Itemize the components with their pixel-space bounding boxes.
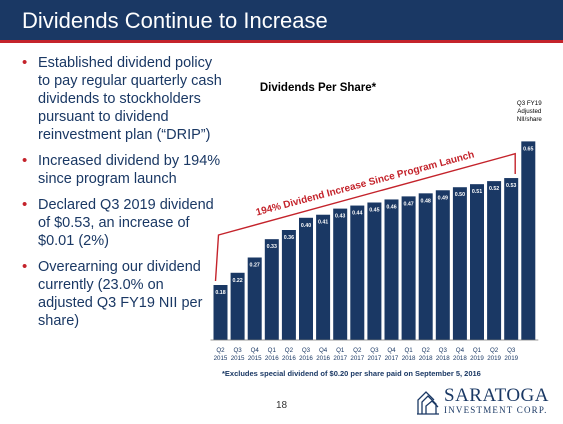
bar-data-label: 0.40 — [301, 223, 311, 229]
x-tick-label-year: 2016 — [316, 355, 330, 362]
x-tick-label-quarter: Q2 — [353, 347, 362, 354]
extra-bar-label: Adjusted — [517, 108, 542, 115]
x-tick-label-quarter: Q3 — [302, 347, 311, 354]
bar — [281, 230, 296, 340]
bar — [435, 190, 450, 340]
x-tick-label-year: 2018 — [402, 355, 416, 362]
x-tick-label-year: 2016 — [265, 355, 279, 362]
page-number: 18 — [276, 400, 288, 411]
x-tick-label-quarter: Q2 — [422, 347, 431, 354]
bar-data-label: 0.48 — [421, 198, 431, 204]
x-tick-label-quarter: Q4 — [387, 347, 396, 354]
bar-data-label: 0.50 — [455, 192, 465, 198]
bar — [213, 285, 228, 340]
x-tick-label-year: 2017 — [350, 355, 364, 362]
bar — [521, 141, 536, 340]
x-tick-label-quarter: Q1 — [404, 347, 413, 354]
x-tick-label-quarter: Q1 — [336, 347, 345, 354]
bar-data-label: 0.33 — [267, 244, 277, 250]
x-tick-label-quarter: Q1 — [268, 347, 277, 354]
bar — [333, 208, 348, 340]
growth-annotation-line — [214, 152, 516, 282]
bar-data-label: 0.22 — [232, 278, 242, 284]
bar-data-label: 0.36 — [284, 235, 294, 241]
chart-title: Dividends Per Share* — [260, 82, 377, 94]
bullet-item: Established dividend policy to pay regul… — [22, 54, 222, 144]
slide-title: Dividends Continue to Increase — [22, 8, 328, 33]
x-tick-label-quarter: Q3 — [370, 347, 379, 354]
bar-data-label: 0.47 — [403, 201, 413, 207]
bullet-item: Increased dividend by 194% since program… — [22, 152, 222, 188]
bar — [384, 199, 399, 340]
bar-data-label: 0.41 — [318, 220, 328, 226]
x-tick-label-quarter: Q3 — [507, 347, 516, 354]
bar — [418, 193, 433, 340]
bullet-item: Declared Q3 2019 dividend of $0.53, an i… — [22, 196, 222, 250]
x-tick-label-year: 2015 — [214, 355, 228, 362]
x-tick-label-quarter: Q2 — [490, 347, 499, 354]
x-tick-label-year: 2017 — [333, 355, 347, 362]
x-tick-label-year: 2018 — [453, 355, 467, 362]
bar — [350, 205, 365, 340]
bullet-item: Overearning our dividend currently (23.0… — [22, 258, 222, 330]
x-tick-label-year: 2017 — [368, 355, 382, 362]
x-tick-label-quarter: Q2 — [285, 347, 294, 354]
bar — [230, 272, 245, 340]
logo-name: SARATOGA — [444, 385, 550, 406]
x-tick-label-year: 2018 — [436, 355, 450, 362]
bar — [504, 178, 519, 340]
x-tick-label-year: 2019 — [504, 355, 518, 362]
bar — [247, 257, 262, 340]
bar-data-label: 0.43 — [335, 214, 345, 220]
x-tick-label-year: 2016 — [299, 355, 313, 362]
extra-bar-label: Q3 FY19 — [517, 100, 542, 107]
bar-data-label: 0.65 — [523, 146, 533, 152]
x-tick-label-year: 2016 — [282, 355, 296, 362]
extra-bar-label: NII/share — [517, 116, 543, 123]
x-tick-label-quarter: Q3 — [233, 347, 242, 354]
bar — [470, 184, 484, 340]
bar-data-label: 0.52 — [489, 186, 499, 192]
x-tick-label-year: 2015 — [248, 355, 262, 362]
bar-data-label: 0.18 — [215, 290, 225, 296]
x-tick-label-year: 2017 — [385, 355, 399, 362]
bar-data-label: 0.44 — [352, 211, 362, 217]
footnote: *Excludes special dividend of $0.20 per … — [222, 369, 481, 378]
bar — [299, 217, 313, 340]
logo-subtitle: INVESTMENT CORP. — [444, 405, 548, 415]
bar — [487, 181, 502, 340]
x-tick-label-quarter: Q4 — [251, 347, 260, 354]
saratoga-logo-icon — [417, 391, 439, 415]
x-tick-label-year: 2019 — [470, 355, 484, 362]
bar-data-label: 0.49 — [438, 195, 448, 201]
bar — [264, 239, 279, 340]
bar-data-label: 0.53 — [506, 183, 516, 189]
x-tick-label-quarter: Q4 — [319, 347, 328, 354]
x-tick-label-year: 2019 — [487, 355, 501, 362]
bar-data-label: 0.45 — [369, 208, 379, 214]
bar-data-label: 0.27 — [250, 263, 260, 269]
bar-data-label: 0.51 — [472, 189, 482, 195]
x-tick-label-quarter: Q2 — [216, 347, 225, 354]
x-tick-label-year: 2015 — [231, 355, 245, 362]
bar-data-label: 0.46 — [386, 204, 396, 210]
bar — [316, 214, 331, 340]
bar — [401, 196, 416, 340]
x-tick-label-quarter: Q3 — [439, 347, 448, 354]
x-tick-label-year: 2018 — [419, 355, 433, 362]
title-bar: Dividends Continue to Increase — [0, 0, 563, 43]
bar — [367, 202, 382, 340]
bullet-list: Established dividend policy to pay regul… — [22, 54, 222, 338]
bar — [452, 187, 467, 340]
x-tick-label-quarter: Q4 — [456, 347, 465, 354]
x-tick-label-quarter: Q1 — [473, 347, 482, 354]
